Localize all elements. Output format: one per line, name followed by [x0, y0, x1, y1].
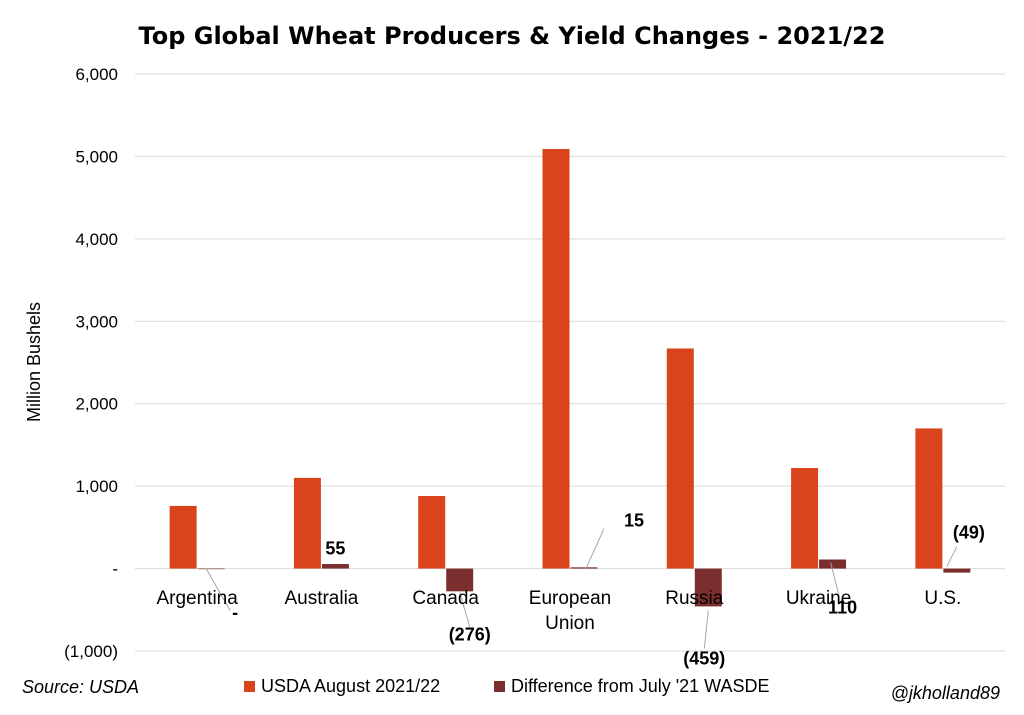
category-label: Russia: [665, 588, 724, 609]
bar-usda-august-5: [791, 468, 819, 569]
author-credit: @jkholland89: [891, 683, 1000, 703]
y-axis-label: Million Bushels: [24, 302, 44, 422]
category-labels: Argentina Australia Canada European Union Rus…: [156, 588, 961, 634]
source-note: Source: USDA: [22, 677, 139, 697]
y-tick-label: 5,000: [75, 147, 118, 166]
data-label-difference: -: [232, 603, 238, 623]
data-label-difference: (459): [683, 649, 725, 669]
y-tick-label: (1,000): [64, 642, 118, 661]
leader-line: [703, 610, 709, 649]
category-label: Argentina: [156, 588, 238, 609]
category-label: Ukraine: [786, 588, 851, 609]
data-labels: - 55 (276) 15 (459) 110 (49): [232, 511, 985, 669]
leader-line: [459, 592, 471, 627]
leader-line: [946, 546, 958, 567]
data-label-difference: 110: [828, 598, 857, 618]
data-label-difference: 15: [624, 511, 644, 531]
category-label: U.S.: [924, 588, 961, 609]
legend: USDA August 2021/22 Difference from July…: [244, 676, 770, 696]
y-tick-label: 4,000: [75, 230, 118, 249]
y-tick-label: 2,000: [75, 395, 118, 414]
leader-line: [205, 568, 231, 611]
y-tick-label: 3,000: [75, 312, 118, 331]
bar-difference-3: [570, 567, 598, 569]
category-label: Australia: [284, 588, 358, 609]
y-tick-label: 6,000: [75, 65, 118, 84]
bar-usda-august-6: [915, 428, 943, 569]
legend-label-usda-august: USDA August 2021/22: [261, 676, 440, 696]
leader-line: [830, 562, 840, 594]
bar-difference-2: [446, 568, 474, 592]
legend-swatch-difference: [494, 681, 505, 692]
bar-usda-august-0: [169, 505, 197, 569]
bar-difference-0: [197, 568, 225, 570]
data-label-difference: 55: [325, 539, 345, 559]
data-label-difference: (49): [953, 523, 985, 543]
category-label: European: [529, 588, 611, 609]
legend-swatch-usda-august: [244, 681, 255, 692]
gridlines: [135, 73, 1005, 652]
chart-title: Top Global Wheat Producers & Yield Chang…: [139, 22, 886, 50]
y-axis-ticks: (1,000) - 1,000 2,000 3,000 4,000 5,000 6,000: [64, 65, 118, 661]
bar-difference-6: [943, 568, 971, 573]
bar-usda-august-4: [666, 348, 694, 569]
label-leader-lines: [205, 528, 958, 649]
bar-difference-1: [321, 564, 349, 569]
y-tick-label: 1,000: [75, 477, 118, 496]
legend-label-difference: Difference from July '21 WASDE: [511, 676, 770, 696]
bar-usda-august-1: [293, 477, 321, 569]
category-label: Canada: [412, 588, 479, 609]
bar-usda-august-2: [418, 496, 446, 569]
bar-difference-4: [694, 568, 722, 607]
category-label-line2: Union: [545, 613, 595, 634]
bar-usda-august-3: [542, 149, 570, 569]
bars: [169, 149, 971, 607]
bar-difference-5: [819, 559, 847, 569]
data-label-difference: (276): [449, 625, 491, 645]
y-tick-label: -: [112, 560, 118, 579]
leader-line: [585, 528, 605, 569]
